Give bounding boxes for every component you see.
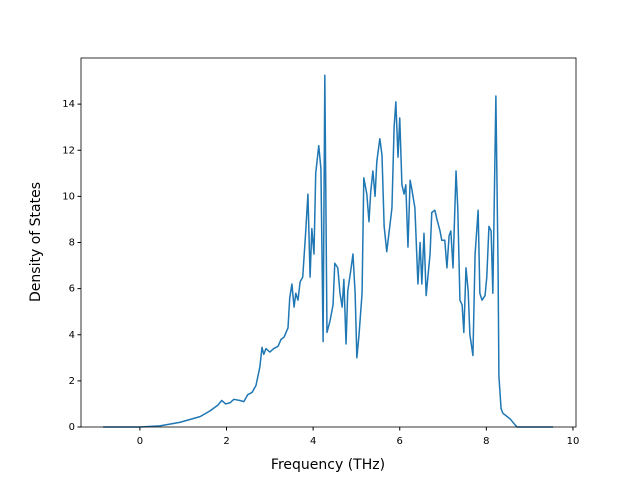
x-tick-label: 4 bbox=[310, 436, 316, 447]
x-tick-label: 10 bbox=[567, 436, 580, 447]
y-tick-label: 4 bbox=[69, 330, 75, 341]
dos-line bbox=[103, 74, 554, 428]
y-axis-label: Density of States bbox=[28, 182, 44, 302]
y-tick-label: 8 bbox=[69, 238, 75, 249]
y-tick-label: 10 bbox=[62, 191, 75, 202]
plot-frame bbox=[80, 57, 577, 428]
x-tick-label: 0 bbox=[137, 436, 143, 447]
y-tick-label: 14 bbox=[62, 99, 75, 110]
x-tick-label: 6 bbox=[397, 436, 403, 447]
x-tick-label: 8 bbox=[483, 436, 489, 447]
x-tick-label: 2 bbox=[223, 436, 229, 447]
y-tick-label: 6 bbox=[69, 284, 75, 295]
y-tick-label: 0 bbox=[69, 422, 75, 433]
x-axis-label: Frequency (THz) bbox=[271, 457, 385, 473]
y-tick-label: 12 bbox=[62, 145, 75, 156]
y-tick-label: 2 bbox=[69, 376, 75, 387]
